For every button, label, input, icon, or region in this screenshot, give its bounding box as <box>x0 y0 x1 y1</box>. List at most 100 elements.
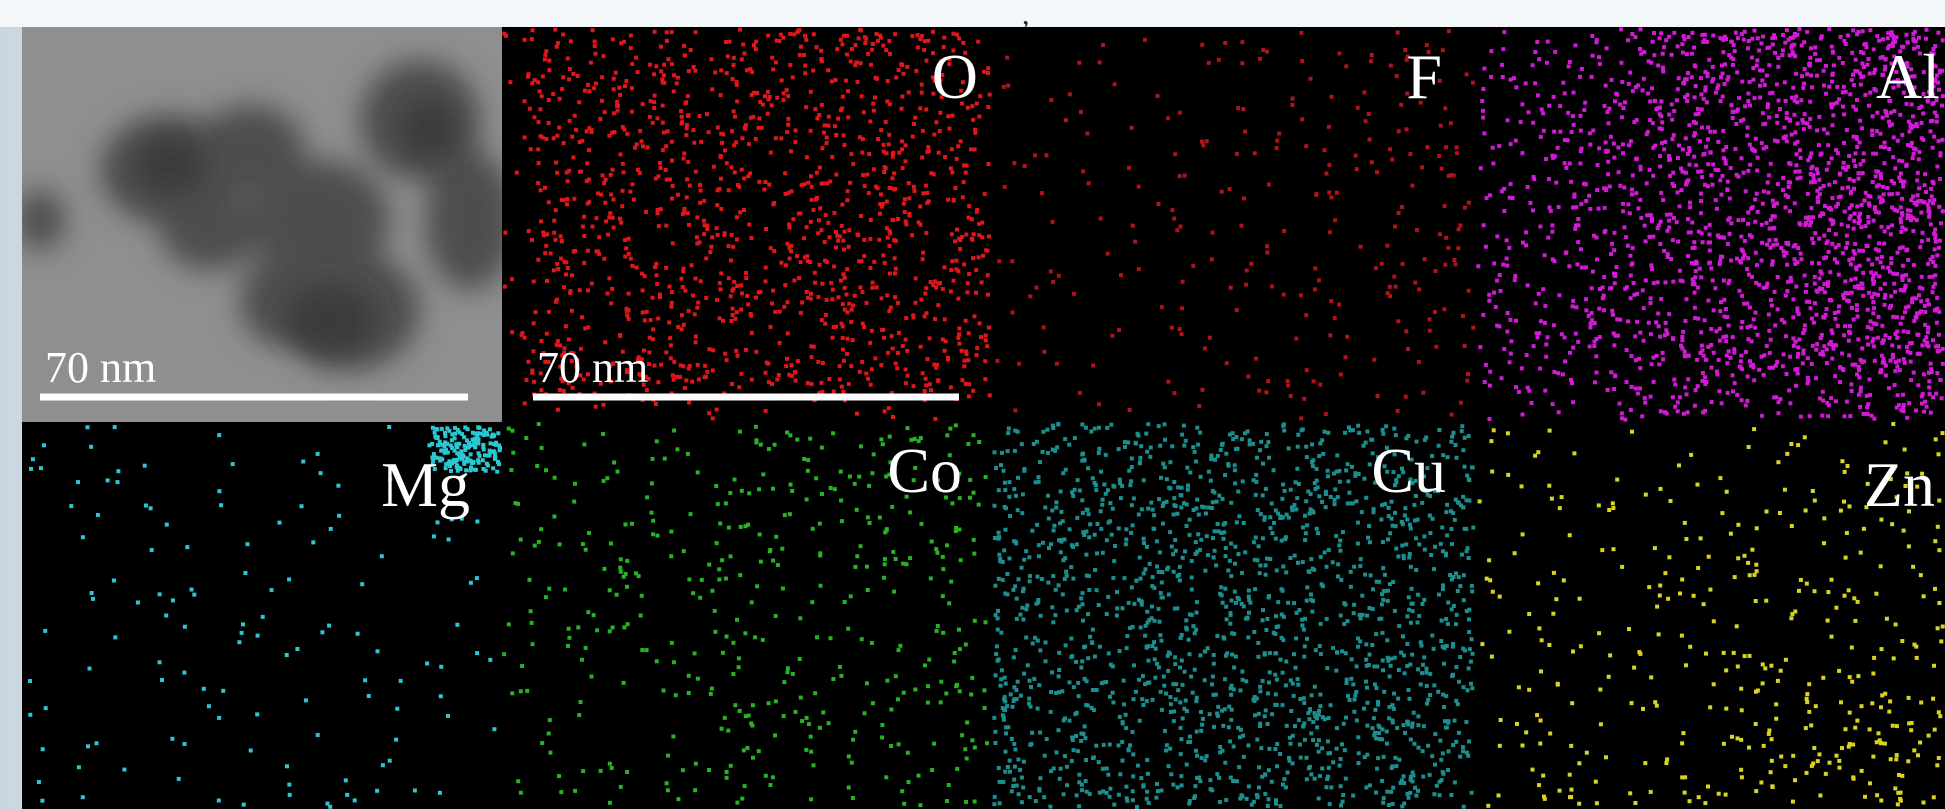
map-dot <box>1308 717 1312 721</box>
map-dot <box>919 298 923 302</box>
map-dot <box>606 233 610 237</box>
map-dot <box>1428 773 1432 777</box>
map-dot <box>1479 166 1483 170</box>
map-dot <box>529 609 533 613</box>
map-dot <box>1352 710 1356 714</box>
map-dot <box>1720 64 1724 68</box>
map-dot <box>1653 99 1657 103</box>
map-dot <box>842 272 846 276</box>
map-dot <box>1324 505 1328 509</box>
map-dot <box>1488 384 1492 388</box>
map-dot <box>570 135 574 139</box>
map-dot <box>735 618 739 622</box>
map-dot <box>616 470 620 474</box>
map-dot <box>941 567 945 571</box>
map-dot <box>625 313 629 317</box>
map-dot <box>1417 287 1421 291</box>
map-dot <box>1740 320 1744 324</box>
map-dot <box>615 104 619 108</box>
map-dot <box>439 694 443 698</box>
map-dot <box>1939 221 1943 225</box>
map-dot <box>1090 706 1094 710</box>
map-dot <box>872 260 876 264</box>
map-dot <box>1831 222 1835 226</box>
map-dot <box>826 221 830 225</box>
map-dot <box>1466 372 1470 376</box>
map-dot <box>1934 240 1938 244</box>
map-dot <box>893 295 897 299</box>
map-dot <box>556 41 560 45</box>
map-dot <box>1511 196 1515 200</box>
map-dot <box>1635 320 1639 324</box>
map-dot <box>767 447 771 451</box>
map-dot <box>1681 279 1685 283</box>
map-dot <box>81 535 85 539</box>
map-dot <box>519 689 523 693</box>
map-dot <box>1796 372 1800 376</box>
map-dot <box>1253 713 1257 717</box>
map-dot <box>1602 275 1606 279</box>
map-dot <box>1275 678 1279 682</box>
map-dot <box>651 121 655 125</box>
map-dot <box>1303 514 1307 518</box>
map-dot <box>1877 241 1881 245</box>
map-dot <box>784 263 788 267</box>
map-dot <box>847 382 851 386</box>
map-dot <box>1004 750 1008 754</box>
map-dot <box>1229 286 1233 290</box>
map-dot <box>1697 112 1701 116</box>
map-dot <box>1658 154 1662 158</box>
map-dot <box>896 217 900 221</box>
map-dot <box>698 596 702 600</box>
map-dot <box>1672 31 1676 35</box>
map-dot <box>715 408 719 412</box>
map-dot <box>1667 35 1671 39</box>
map-dot <box>1353 693 1357 697</box>
map-dot <box>663 457 667 461</box>
map-dot <box>1678 269 1682 273</box>
map-dot <box>1693 404 1697 408</box>
map-dot <box>1749 364 1753 368</box>
map-dot <box>1706 184 1710 188</box>
map-dot <box>507 622 511 626</box>
map-dot <box>662 131 666 135</box>
map-dot <box>727 276 731 280</box>
map-dot <box>1272 521 1276 525</box>
map-dot <box>839 279 843 283</box>
map-dot <box>1080 659 1084 663</box>
map-dot <box>1811 241 1815 245</box>
map-dot <box>1036 707 1040 711</box>
map-dot <box>723 716 727 720</box>
map-dot <box>1067 443 1071 447</box>
map-dot <box>1817 115 1821 119</box>
map-dot <box>1119 273 1123 277</box>
map-dot <box>1173 152 1177 156</box>
map-dot <box>1423 257 1427 261</box>
map-dot <box>905 349 909 353</box>
map-dot <box>1152 640 1156 644</box>
map-dot <box>1741 256 1745 260</box>
map-dot <box>1727 324 1731 328</box>
map-dot <box>1130 126 1134 130</box>
map-dot <box>689 512 693 516</box>
map-dot <box>1230 599 1234 603</box>
map-dot <box>851 796 855 800</box>
map-dot <box>1467 201 1471 205</box>
map-dot <box>1563 91 1567 95</box>
map-dot <box>612 226 616 230</box>
map-dot <box>1193 668 1197 672</box>
map-dot <box>847 302 851 306</box>
map-dot <box>1791 36 1795 40</box>
map-dot <box>1610 242 1614 246</box>
map-dot <box>1881 265 1885 269</box>
map-dot <box>1417 746 1421 750</box>
map-dot <box>758 533 762 537</box>
map-dot <box>683 289 687 293</box>
map-dot <box>732 56 736 60</box>
map-dot <box>1004 682 1008 686</box>
map-dot <box>1571 346 1575 350</box>
map-dot <box>1006 431 1010 435</box>
map-dot <box>1295 496 1299 500</box>
map-dot <box>1738 289 1742 293</box>
map-dot <box>749 312 753 316</box>
